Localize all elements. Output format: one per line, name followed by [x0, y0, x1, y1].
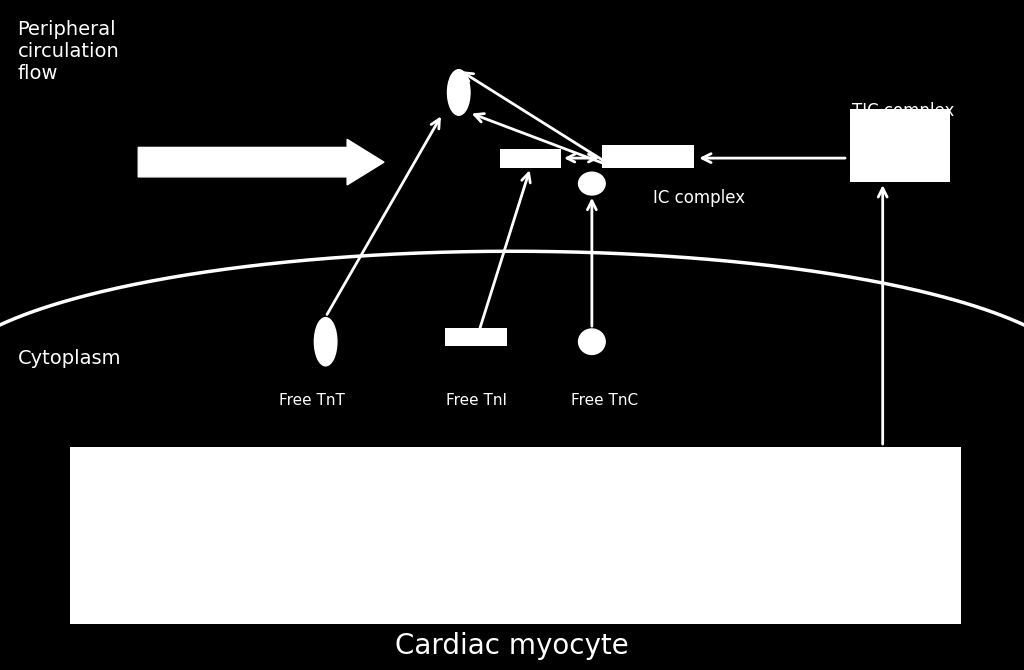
Text: Free TnI: Free TnI	[445, 393, 507, 408]
Ellipse shape	[579, 172, 605, 195]
Text: Peripheral
circulation
flow: Peripheral circulation flow	[17, 20, 119, 83]
Text: Cardiac myocyte: Cardiac myocyte	[395, 632, 629, 660]
Text: IC complex: IC complex	[653, 189, 745, 207]
Text: TIC complex: TIC complex	[852, 102, 954, 120]
FancyBboxPatch shape	[602, 145, 694, 168]
FancyBboxPatch shape	[70, 447, 961, 624]
FancyBboxPatch shape	[445, 328, 507, 346]
FancyBboxPatch shape	[850, 109, 950, 182]
Text: Myo: Myo	[18, 486, 58, 505]
Text: Cytoplasm: Cytoplasm	[17, 349, 121, 368]
FancyBboxPatch shape	[500, 149, 561, 168]
Ellipse shape	[314, 318, 337, 366]
Ellipse shape	[447, 70, 470, 115]
Text: Free TnC: Free TnC	[570, 393, 638, 408]
Text: Free TnT: Free TnT	[280, 393, 345, 408]
Ellipse shape	[579, 329, 605, 354]
FancyArrow shape	[138, 139, 384, 185]
